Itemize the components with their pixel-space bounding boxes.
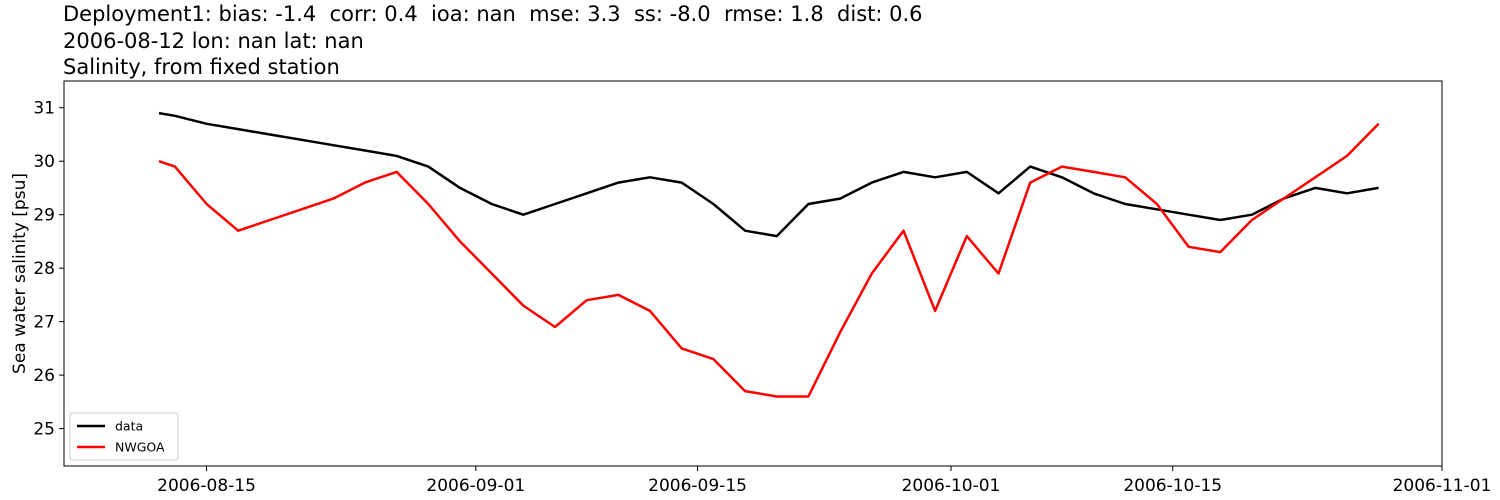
y-tick-label: 31: [33, 99, 55, 119]
y-tick-label: 28: [33, 259, 55, 279]
y-tick-label: 30: [33, 152, 55, 172]
y-tick-label: 26: [33, 366, 55, 386]
chart-title-line-3: Salinity, from fixed station: [63, 55, 340, 79]
legend: data NWGOA: [69, 412, 179, 461]
y-axis-label: Sea water salinity [psu]: [10, 173, 30, 374]
y-tick-label: 29: [33, 206, 55, 226]
y-tick-label: 27: [33, 313, 55, 333]
legend-label-data: data: [115, 419, 143, 434]
legend-label-nwgoa: NWGOA: [115, 440, 165, 455]
x-tick-label: 2006-11-01: [1393, 476, 1492, 496]
x-axis: 2006-08-15 2006-09-01 2006-09-15 2006-10-01…: [157, 466, 1491, 496]
x-tick-label: 2006-08-15: [157, 476, 256, 496]
series-line-nwgoa: [158, 122, 1380, 398]
x-tick-label: 2006-09-15: [648, 476, 747, 496]
chart-title-line-2: 2006-08-12 lon: nan lat: nan: [63, 29, 364, 53]
y-tick-label: 25: [33, 420, 55, 440]
series-line-data: [158, 111, 1379, 238]
chart-title-line-1: Deployment1: bias: -1.4 corr: 0.4 ioa: n…: [63, 2, 923, 26]
plot-frame: [63, 80, 1443, 467]
x-tick-label: 2006-09-01: [426, 476, 525, 496]
x-tick-label: 2006-10-01: [902, 476, 1001, 496]
series-layer: [158, 111, 1380, 398]
y-axis: 25 26 27 28 29 30 31: [33, 99, 64, 440]
x-tick-label: 2006-10-15: [1123, 476, 1222, 496]
